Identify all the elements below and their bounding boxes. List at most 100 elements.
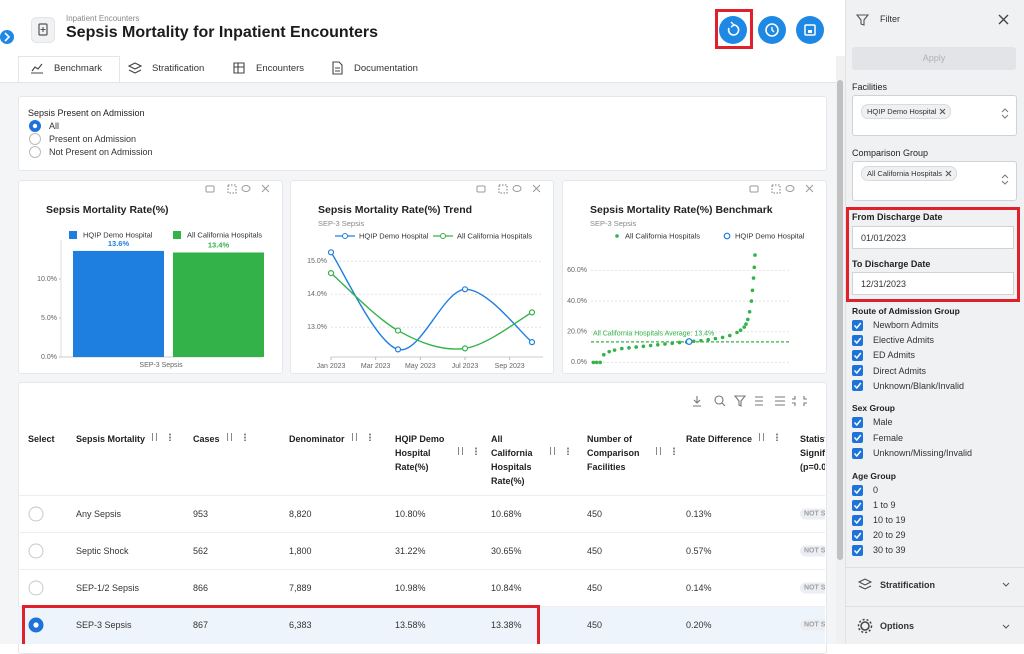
column-header-text: All California Hospitals Rate(%) xyxy=(491,434,533,486)
sort-controls[interactable] xyxy=(145,432,172,442)
radio[interactable] xyxy=(28,132,42,146)
checkbox[interactable] xyxy=(852,380,864,392)
checkbox-label[interactable]: Newborn Admits xyxy=(873,320,939,330)
sort-controls[interactable] xyxy=(543,446,569,456)
filter-icon xyxy=(855,14,870,26)
from-date-input[interactable]: 01/01/2023 xyxy=(852,226,1014,249)
checkbox[interactable] xyxy=(852,484,864,497)
apply-button[interactable]: Apply xyxy=(852,47,1016,70)
checkbox-label[interactable]: 1 to 9 xyxy=(873,500,896,510)
checkbox[interactable] xyxy=(852,544,864,557)
column-menu[interactable] xyxy=(368,433,371,441)
y-tick-label: 20.0% xyxy=(567,329,587,336)
radio[interactable] xyxy=(28,145,42,159)
row-radio[interactable] xyxy=(28,506,44,522)
scatter-point xyxy=(670,341,674,346)
section-header[interactable]: Stratification xyxy=(880,580,936,590)
column-menu[interactable] xyxy=(567,447,569,455)
bar xyxy=(73,250,164,357)
line-series xyxy=(330,251,533,351)
checkbox[interactable] xyxy=(852,319,864,332)
checkbox-label[interactable]: Male xyxy=(873,417,893,427)
checkbox-label[interactable]: Direct Admits xyxy=(873,365,927,376)
checkbox[interactable] xyxy=(852,432,864,444)
row-radio[interactable] xyxy=(28,580,44,596)
checkbox-label[interactable]: 0 xyxy=(873,485,879,495)
sort-icon[interactable] xyxy=(224,432,238,442)
column-header[interactable]: Denominator xyxy=(289,432,371,446)
column-header[interactable]: All California Hospitals Rate(%) xyxy=(491,432,569,488)
tab-icon xyxy=(332,61,343,75)
column-header[interactable]: Statistical Significance (p=0.05) xyxy=(800,432,825,474)
data-point xyxy=(461,345,469,352)
checkbox-label[interactable]: ED Admits xyxy=(873,350,916,361)
checkbox-label[interactable]: 30 to 39 xyxy=(873,545,906,555)
checkbox-label[interactable]: 20 to 29 xyxy=(873,530,906,540)
section-header[interactable]: Options xyxy=(880,621,914,631)
sort-controls[interactable] xyxy=(220,432,246,442)
history-button[interactable] xyxy=(758,16,786,44)
row-radio[interactable] xyxy=(28,617,44,633)
tab-icon xyxy=(128,62,142,74)
breadcrumb: Inpatient Encounters xyxy=(66,14,140,23)
save-button[interactable] xyxy=(796,16,824,44)
tab[interactable]: Benchmark xyxy=(54,63,103,74)
column-menu[interactable] xyxy=(243,433,246,441)
row-radio[interactable] xyxy=(28,543,44,559)
checkbox-label[interactable]: Female xyxy=(873,432,904,443)
checkbox-label[interactable]: 10 to 19 xyxy=(873,515,906,525)
sort-controls[interactable] xyxy=(345,432,371,442)
checkbox[interactable] xyxy=(852,499,864,512)
checkbox-label[interactable]: Elective Admits xyxy=(873,335,935,346)
tab[interactable]: Documentation xyxy=(354,63,418,74)
sidebar-toggle[interactable] xyxy=(0,28,16,46)
chip-remove[interactable] xyxy=(945,170,952,177)
column-menu[interactable] xyxy=(475,447,477,455)
active-tab[interactable] xyxy=(18,56,120,84)
checkbox-label[interactable]: Unknown/Blank/Invalid xyxy=(873,380,965,391)
sort-icon[interactable] xyxy=(149,432,163,442)
checkbox[interactable] xyxy=(852,416,864,429)
sort-icon[interactable] xyxy=(349,432,363,442)
radio-label[interactable]: Not Present on Admission xyxy=(49,147,153,157)
chip: All California Hospitals xyxy=(861,166,958,181)
legend-label: HQIP Demo Hospital xyxy=(83,230,153,239)
column-header[interactable]: Number of Comparison Facilities xyxy=(587,432,675,474)
checkbox[interactable] xyxy=(852,447,864,460)
scatter-point xyxy=(607,349,611,354)
radio-label[interactable]: All xyxy=(49,121,60,131)
sort-icon[interactable] xyxy=(756,432,770,442)
scrollbar-thumb[interactable] xyxy=(837,80,843,560)
checkbox[interactable] xyxy=(852,529,864,542)
column-menu[interactable] xyxy=(169,433,172,441)
checkbox-label[interactable]: Unknown/Missing/Invalid xyxy=(873,448,973,458)
column-menu[interactable] xyxy=(776,433,779,441)
column-menu[interactable] xyxy=(673,447,675,455)
checkbox[interactable] xyxy=(852,334,864,347)
column-header[interactable]: Rate Difference xyxy=(686,432,779,446)
tab[interactable]: Encounters xyxy=(256,63,305,74)
column-header[interactable]: Cases xyxy=(193,432,246,446)
column-header[interactable]: Sepsis Mortality xyxy=(76,432,172,446)
to-date-input[interactable]: 12/31/2023 xyxy=(852,272,1014,295)
radio-label[interactable]: Present on Admission xyxy=(49,134,137,144)
column-header[interactable]: HQIP Demo Hospital Rate(%) xyxy=(395,432,477,474)
sort-controls[interactable] xyxy=(451,446,477,456)
checkbox[interactable] xyxy=(852,365,864,377)
refresh-button[interactable] xyxy=(719,16,747,44)
sort-controls[interactable] xyxy=(752,432,779,442)
table-cell: 31.22% xyxy=(395,546,426,556)
close-button[interactable] xyxy=(997,13,1011,27)
sort-controls[interactable] xyxy=(649,446,675,456)
sort-icon[interactable] xyxy=(653,446,667,456)
group-label: Age Group xyxy=(852,471,896,481)
scatter-point xyxy=(620,346,624,351)
checkbox[interactable] xyxy=(852,514,864,527)
sort-icon[interactable] xyxy=(547,446,561,456)
sort-icon[interactable] xyxy=(455,446,469,456)
radio-ring xyxy=(29,146,41,158)
chip-remove[interactable] xyxy=(939,108,946,115)
checkbox[interactable] xyxy=(852,349,864,362)
radio[interactable] xyxy=(28,119,42,133)
tab[interactable]: Stratification xyxy=(152,63,205,74)
